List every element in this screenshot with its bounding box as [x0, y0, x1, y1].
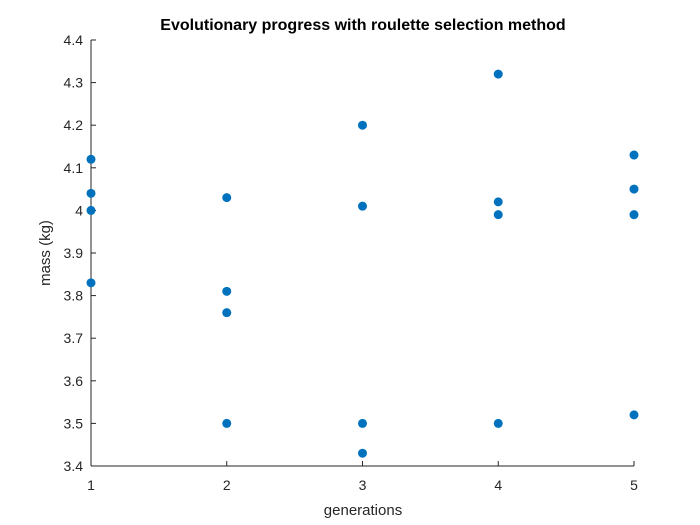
data-point [493, 197, 503, 207]
data-point [86, 154, 96, 164]
data-point [222, 418, 232, 428]
x-tick-label: 3 [359, 477, 367, 493]
y-tick-label: 4.2 [64, 117, 84, 133]
data-point [629, 210, 639, 220]
y-tick-label: 3.4 [64, 458, 84, 474]
data-point [629, 410, 639, 420]
data-point [629, 150, 639, 160]
data-point [86, 188, 96, 198]
x-tick-label: 1 [87, 477, 95, 493]
y-tick-label: 3.7 [64, 330, 84, 346]
y-tick-label: 3.6 [64, 373, 84, 389]
data-point [86, 205, 96, 215]
axes [90, 40, 634, 467]
data-point [86, 278, 96, 288]
y-tick-label: 4.1 [64, 160, 84, 176]
data-point [358, 448, 367, 458]
data-point [629, 184, 639, 194]
data-point [222, 193, 232, 203]
y-ticks: 3.4 3.5 3.6 3.7 3.8 3.9 4 4.1 4.2 4.3 4.4 [64, 32, 96, 474]
y-tick-label: 3.9 [64, 245, 84, 261]
y-axis-label: mass (kg) [37, 220, 54, 286]
data-point [358, 418, 367, 428]
y-tick-label: 3.5 [64, 415, 84, 431]
y-tick-label: 3.8 [64, 288, 84, 304]
y-tick-label: 4 [75, 202, 83, 218]
x-tick-label: 5 [630, 477, 638, 493]
data-point [358, 201, 367, 211]
data-point [493, 69, 503, 79]
y-tick-label: 4.3 [64, 75, 84, 91]
x-tick-label: 4 [494, 477, 502, 493]
data-point [493, 418, 503, 428]
data-points [86, 69, 639, 458]
chart-title: Evolutionary progress with roulette sele… [160, 17, 565, 34]
x-axis-label: generations [324, 502, 402, 519]
data-point [358, 120, 367, 130]
data-point [493, 210, 503, 220]
data-point [222, 286, 232, 296]
x-ticks: 1 2 3 4 5 [87, 461, 638, 493]
data-point [222, 308, 232, 318]
x-tick-label: 2 [223, 477, 231, 493]
y-tick-label: 4.4 [64, 32, 84, 48]
